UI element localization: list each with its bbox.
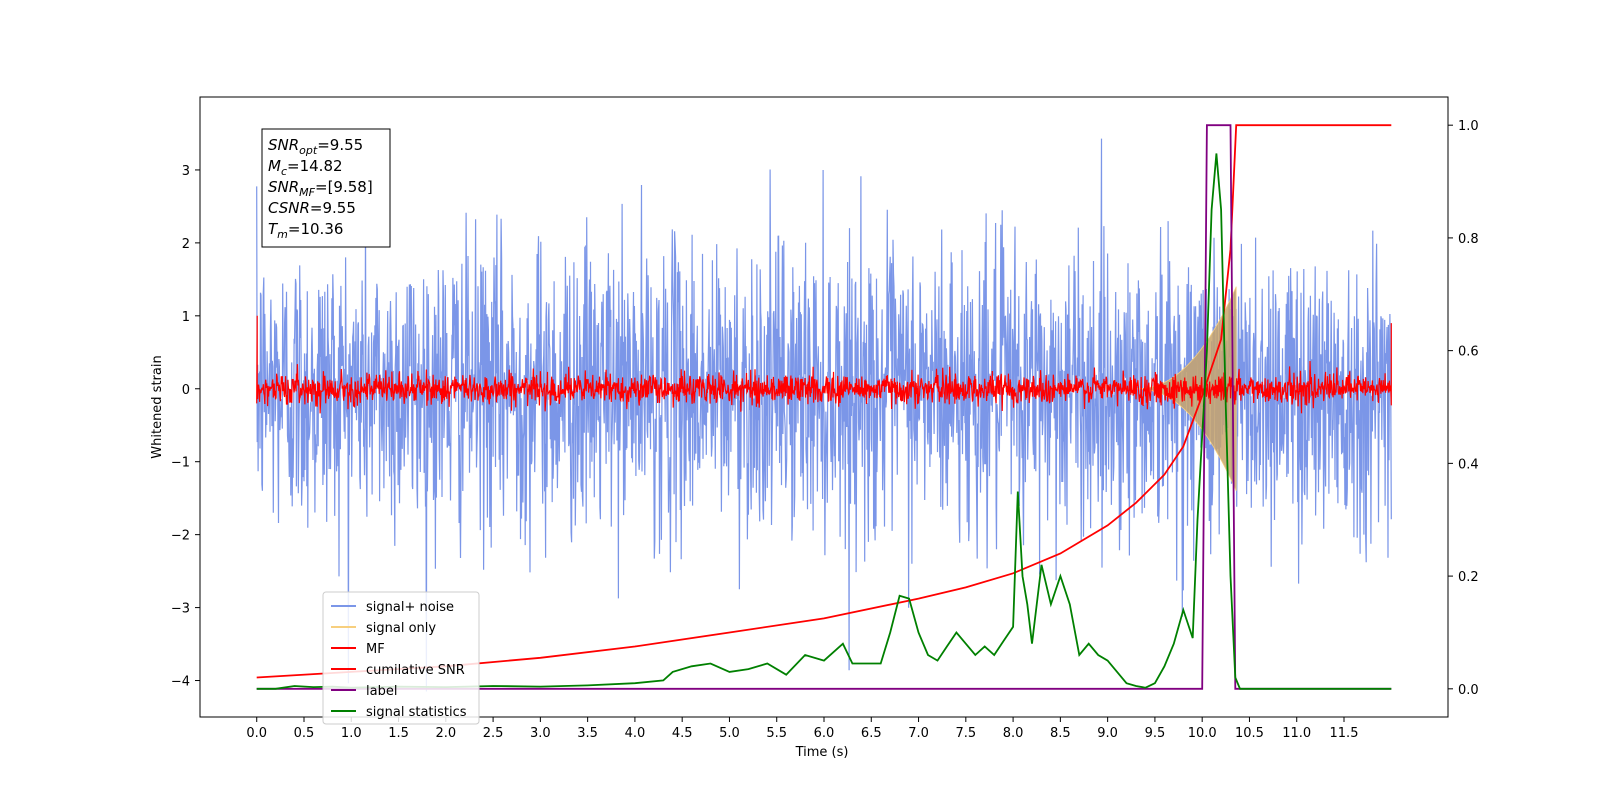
signal-noise-series (256, 138, 1392, 692)
y-tick-label-right: 0.4 (1458, 457, 1479, 472)
y-axis-right: 1.0 0.8 0.6 0.4 0.2 0.0 (1448, 119, 1479, 698)
legend-label: label (366, 684, 397, 699)
x-tick-label: 4.0 (625, 726, 646, 741)
x-tick-label: 10.0 (1188, 726, 1217, 741)
x-tick-label: 5.5 (766, 726, 787, 741)
y-tick-label-right: 1.0 (1458, 119, 1479, 134)
legend-label: cumilative SNR (366, 663, 465, 678)
y-tick-label-right: 0.0 (1458, 683, 1479, 698)
legend-frame (322, 591, 480, 725)
info-box-line: CSNR=9.55 (268, 199, 356, 217)
y-tick-label-left: 2 (182, 237, 190, 252)
y-tick-label-left: −4 (171, 675, 190, 690)
x-tick-label: 9.5 (1145, 726, 1166, 741)
x-tick-label: 3.0 (530, 726, 551, 741)
legend-label: signal+ noise (366, 600, 454, 615)
info-box-frame (261, 128, 391, 248)
legend-label: signal only (366, 621, 436, 636)
y-tick-label-left: 0 (182, 383, 190, 398)
plot-area (256, 124, 1392, 692)
x-tick-label: 1.5 (388, 726, 409, 741)
y-tick-label-right: 0.2 (1458, 570, 1479, 585)
x-tick-label: 11.5 (1330, 726, 1359, 741)
y-tick-label-left: −2 (171, 529, 190, 544)
info-box-line: SNRopt=9.55 (268, 136, 363, 157)
legend-label: MF (366, 642, 385, 657)
signal-statistics-series (256, 153, 1392, 690)
x-tick-label: 0.0 (246, 726, 267, 741)
x-tick-label: 11.0 (1282, 726, 1311, 741)
x-tick-label: 2.0 (435, 726, 456, 741)
y-tick-label-right: 0.6 (1458, 345, 1479, 360)
y-tick-label-right: 0.8 (1458, 232, 1479, 247)
x-axis-label: Time (s) (795, 745, 849, 760)
x-axis: 0.0 0.5 1.0 1.5 2.0 2.5 3.0 3.5 4.0 4.5 5.0 5.5 6.0 6… (246, 717, 1358, 741)
x-tick-label: 2.5 (483, 726, 504, 741)
y-axis-label: Whitened strain (150, 355, 165, 458)
cumulative-snr-series (256, 124, 1392, 679)
x-tick-label: 9.0 (1097, 726, 1118, 741)
legend-label: signal statistics (366, 705, 467, 720)
y-tick-label-left: −3 (171, 602, 190, 617)
y-tick-label-left: −1 (171, 456, 190, 471)
info-box-line: Mc=14.82 (268, 157, 343, 178)
x-tick-label: 7.5 (955, 726, 976, 741)
x-tick-label: 5.0 (719, 726, 740, 741)
x-tick-label: 6.0 (814, 726, 835, 741)
y-axis-left: 3 2 1 0 −1 −2 −3 −4 (171, 164, 200, 690)
info-box: SNRopt=9.55Mc=14.82SNRMF=[9.58]CSNR=9.55… (261, 128, 391, 248)
info-box-line: SNRMF=[9.58] (268, 178, 373, 199)
x-tick-label: 6.5 (861, 726, 882, 741)
info-box-line: Tm=10.36 (268, 220, 343, 241)
legend: signal+ noise signal only MF cumilative SNR… (322, 591, 480, 725)
x-tick-label: 4.5 (672, 726, 693, 741)
x-tick-label: 8.0 (1003, 726, 1024, 741)
y-tick-label-left: 3 (182, 164, 190, 179)
x-tick-label: 8.5 (1050, 726, 1071, 741)
x-tick-label: 0.5 (294, 726, 315, 741)
x-tick-label: 1.0 (341, 726, 362, 741)
y-tick-label-left: 1 (182, 310, 190, 325)
x-tick-label: 3.5 (577, 726, 598, 741)
x-tick-label: 7.0 (908, 726, 929, 741)
x-tick-label: 10.5 (1235, 726, 1264, 741)
